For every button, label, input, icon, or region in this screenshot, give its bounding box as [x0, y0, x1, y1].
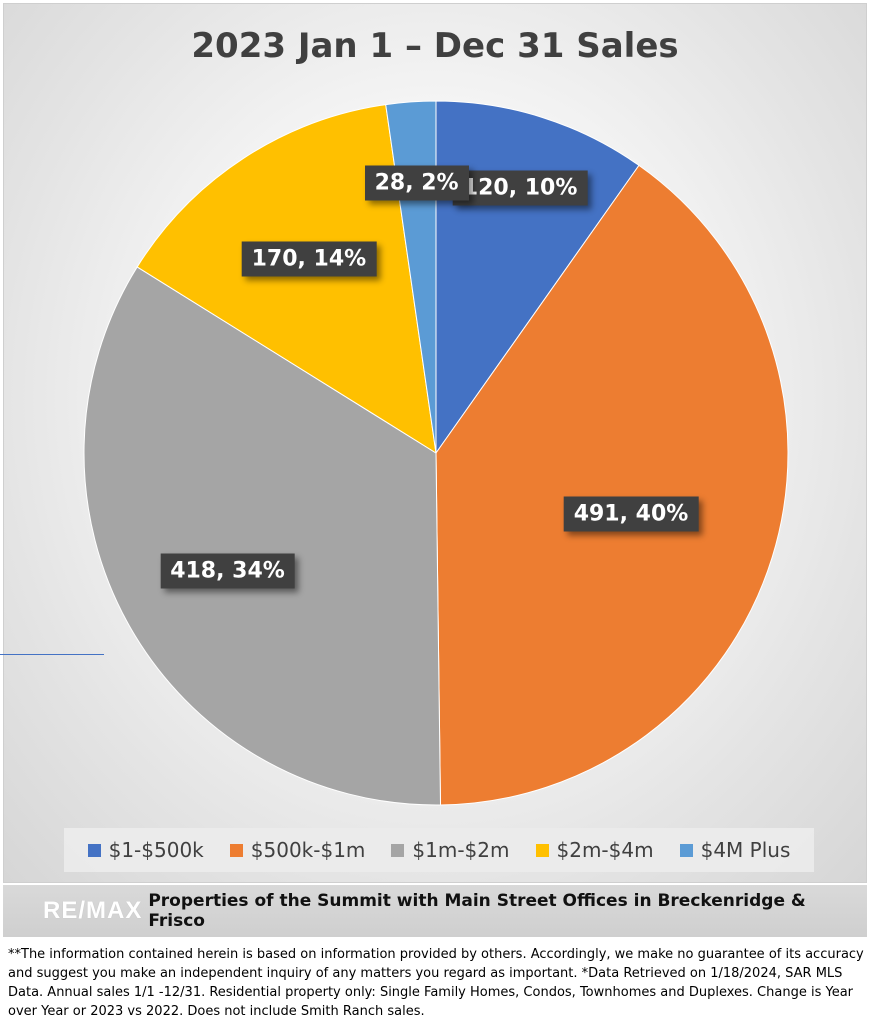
divider-line [0, 654, 104, 655]
footer-banner: RE/MAX Properties of the Summit with Mai… [3, 885, 867, 937]
pie-slice-2 [435, 164, 789, 806]
legend-item-2: $500k-$1m [229, 838, 366, 862]
chart-area: 2023 Jan 1 – Dec 31 Sales 120, 10% 491, 4… [3, 3, 867, 883]
data-label-2: 491, 40% [563, 496, 699, 531]
pie-slice-3 [83, 266, 442, 806]
data-label-4: 170, 14% [241, 241, 377, 276]
legend-swatch [535, 843, 549, 857]
data-label-5: 28, 2% [364, 165, 469, 201]
legend-label: $1-$500k [108, 838, 204, 862]
legend-label: $2m-$4m [556, 838, 654, 862]
banner-text: Properties of the Summit with Main Stree… [148, 891, 806, 931]
pie-chart [83, 100, 789, 806]
legend-swatch [229, 843, 243, 857]
legend-swatch [391, 843, 405, 857]
legend-item-3: $1m-$2m [391, 838, 510, 862]
legend-item-4: $2m-$4m [535, 838, 654, 862]
legend-item-1: $1-$500k [87, 838, 204, 862]
disclaimer-text: **The information contained herein is ba… [8, 947, 864, 1019]
legend-label: $500k-$1m [250, 838, 366, 862]
data-label-1: 120, 10% [452, 170, 588, 206]
chart-title: 2023 Jan 1 – Dec 31 Sales [191, 26, 679, 66]
legend-swatch [87, 843, 101, 857]
remax-logo: RE/MAX [43, 897, 143, 924]
legend-swatch [679, 843, 693, 857]
chart-legend: $1-$500k $500k-$1m $1m-$2m $2m-$4m $4M Plus [64, 828, 814, 872]
data-label-3: 418, 34% [160, 553, 295, 589]
legend-item-5: $4M Plus [679, 838, 791, 862]
legend-label: $1m-$2m [412, 838, 510, 862]
legend-label: $4M Plus [700, 838, 791, 862]
pie-slice-4 [136, 104, 437, 454]
